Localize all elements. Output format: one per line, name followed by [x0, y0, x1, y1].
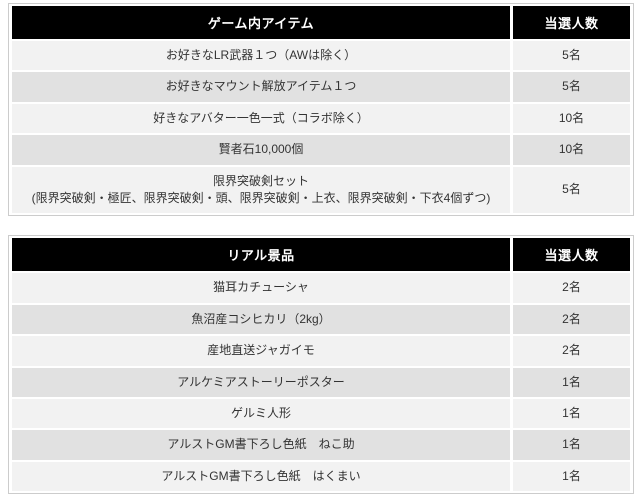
real-prizes-winners-header: 当選人数	[513, 238, 630, 272]
winners-cell: 1名	[513, 367, 630, 397]
item-cell: アルストGM書下ろし色紙 ねこ助	[12, 430, 510, 460]
item-cell: 好きなアバター一色一式（コラボ除く）	[12, 103, 510, 134]
winners-cell: 10名	[513, 103, 630, 134]
real-prizes-title: リアル景品	[12, 238, 510, 272]
item-cell: お好きなLR武器１つ（AWは除く）	[12, 41, 510, 71]
table-row: 猫耳カチューシャ 2名	[12, 273, 630, 303]
table-row: アルストGM書下ろし色紙 ねこ助 1名	[12, 430, 630, 460]
item-cell: お好きなマウント解放アイテム１つ	[12, 72, 510, 102]
item-cell: ゲルミ人形	[12, 398, 510, 429]
item-cell: アルストGM書下ろし色紙 はくまい	[12, 461, 510, 492]
table-row: お好きなマウント解放アイテム１つ 5名	[12, 72, 630, 102]
game-items-winners-header: 当選人数	[513, 6, 630, 39]
real-prizes-table: リアル景品 当選人数 猫耳カチューシャ 2名 魚沼産コシヒカリ（2kg） 2名 …	[8, 235, 634, 495]
winners-cell: 5名	[513, 41, 630, 71]
item-cell: 猫耳カチューシャ	[12, 273, 510, 303]
item-cell: アルケミアストーリーポスター	[12, 367, 510, 397]
winners-cell: 5名	[513, 72, 630, 102]
game-items-header-row: ゲーム内アイテム 当選人数	[12, 6, 630, 39]
winners-cell: 5名	[513, 166, 630, 214]
table-row: 限界突破剣セット (限界突破剣・極匠、限界突破剣・頭、限界突破剣・上衣、限界突破…	[12, 166, 630, 214]
table-row: 好きなアバター一色一式（コラボ除く） 10名	[12, 103, 630, 134]
table-row: 魚沼産コシヒカリ（2kg） 2名	[12, 304, 630, 335]
table-row: ゲルミ人形 1名	[12, 398, 630, 429]
table-row: アルケミアストーリーポスター 1名	[12, 367, 630, 397]
game-items-title: ゲーム内アイテム	[12, 6, 510, 39]
winners-cell: 2名	[513, 304, 630, 335]
winners-cell: 1名	[513, 430, 630, 460]
item-cell: 賢者石10,000個	[12, 135, 510, 165]
item-cell: 限界突破剣セット (限界突破剣・極匠、限界突破剣・頭、限界突破剣・上衣、限界突破…	[12, 166, 510, 214]
item-cell: 魚沼産コシヒカリ（2kg）	[12, 304, 510, 335]
item-cell: 産地直送ジャガイモ	[12, 336, 510, 366]
table-row: 産地直送ジャガイモ 2名	[12, 336, 630, 366]
table-row: お好きなLR武器１つ（AWは除く） 5名	[12, 41, 630, 71]
game-items-table: ゲーム内アイテム 当選人数 お好きなLR武器１つ（AWは除く） 5名 お好きなマ…	[8, 3, 634, 217]
winners-cell: 2名	[513, 336, 630, 366]
table-row: アルストGM書下ろし色紙 はくまい 1名	[12, 461, 630, 492]
table-row: 賢者石10,000個 10名	[12, 135, 630, 165]
winners-cell: 10名	[513, 135, 630, 165]
real-prizes-header-row: リアル景品 当選人数	[12, 238, 630, 272]
winners-cell: 1名	[513, 398, 630, 429]
winners-cell: 1名	[513, 461, 630, 492]
winners-cell: 2名	[513, 273, 630, 303]
